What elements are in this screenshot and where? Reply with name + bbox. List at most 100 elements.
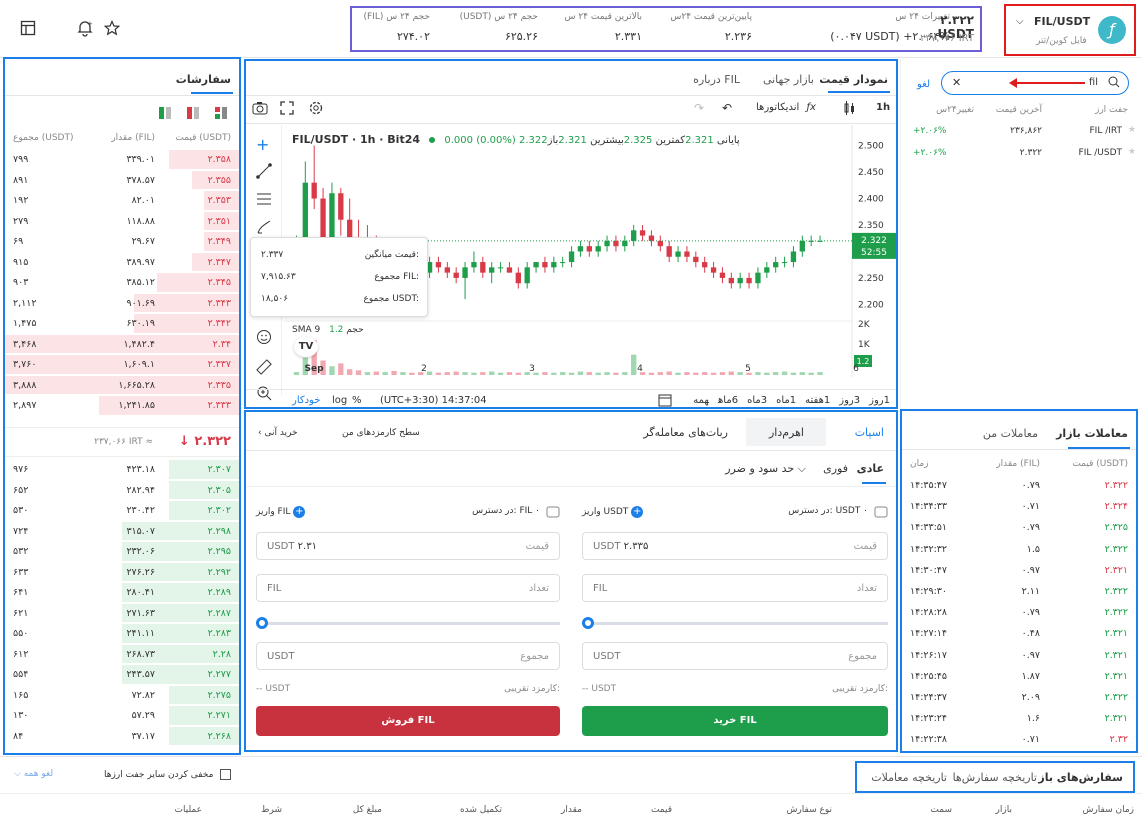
fullscreen-icon[interactable] (280, 101, 294, 118)
tab-spot[interactable]: اسپات (854, 426, 884, 439)
order-type-stop[interactable]: حد سود و ضرر ⌵ (725, 462, 806, 475)
range-button[interactable]: 1ماه (776, 395, 797, 406)
bid-row[interactable]: ۲.۲۹۲ ۲۷۶.۲۶ ۶۳۳ (5, 562, 239, 583)
order-type-instant[interactable]: فوری (823, 462, 848, 475)
indicators-button[interactable]: اندیکاتورها ƒx (756, 102, 816, 113)
bid-row[interactable]: ۲.۲۸۳ ۲۴۱.۱۱ ۵۵۰ (5, 623, 239, 644)
sell-slider-knob[interactable] (256, 617, 268, 629)
search-input[interactable]: fil (1088, 77, 1098, 88)
date-range-icon[interactable] (658, 393, 672, 410)
ask-row[interactable]: ۲.۳۳۷ ۱,۶۰۹.۱ ۳,۷۶۰ (5, 354, 239, 375)
trend-line-icon[interactable] (256, 163, 272, 182)
bid-row[interactable]: ۲.۲۷۱ ۵۷.۲۹ ۱۳۰ (5, 705, 239, 726)
tab-market-trades[interactable]: معاملات بازار (1056, 427, 1128, 440)
sell-price-input[interactable]: قیمت USDT ۲.۳۱ (256, 532, 560, 560)
tab-margin[interactable]: اهرم‌دار (768, 426, 804, 439)
ask-row[interactable]: ۲.۳۴۷ ۳۸۹.۹۷ ۹۱۵ (5, 252, 239, 273)
range-button[interactable]: 3روز (839, 395, 861, 406)
undo-icon[interactable]: ↶ (722, 101, 733, 115)
ask-row[interactable]: ۲.۳۵۱ ۱۱۸.۸۸ ۲۷۹ (5, 211, 239, 232)
buy-button[interactable]: خرید FIL (582, 706, 888, 736)
view-asks-icon[interactable] (187, 107, 199, 119)
scale-auto[interactable]: خودکار (292, 395, 321, 406)
tab-open-orders[interactable]: سفارش‌های باز (1038, 771, 1123, 784)
redo-icon[interactable]: ↷ (694, 101, 705, 115)
buy-percent-slider[interactable] (582, 617, 888, 629)
range-button[interactable]: همه (693, 395, 710, 406)
sell-total-input[interactable]: مجموع USDT (256, 642, 560, 670)
buy-slider-knob[interactable] (582, 617, 594, 629)
ruler-icon[interactable] (256, 359, 272, 378)
bid-row[interactable]: ۲.۲۸ ۲۶۸.۷۳ ۶۱۲ (5, 644, 239, 665)
price-alert-icon[interactable]: + (76, 19, 94, 37)
deposit-usdt-button[interactable]: واریز USDT + (582, 506, 644, 518)
scale-log[interactable]: log (332, 395, 348, 406)
tab-about-fil[interactable]: درباره FIL (693, 73, 740, 86)
ask-row[interactable]: ۲.۳۴۲ ۶۳۰.۱۹ ۱,۴۷۵ (5, 313, 239, 334)
ask-row[interactable]: ۲.۳۳۳ ۱,۲۴۱.۸۵ ۲,۸۹۷ (5, 395, 239, 416)
fib-icon[interactable] (256, 191, 272, 210)
sell-button[interactable]: فروش FIL (256, 706, 560, 736)
ask-row[interactable]: ۲.۳۵۳ ۸۲.۰۱ ۱۹۲ (5, 190, 239, 211)
checkbox[interactable] (220, 769, 232, 780)
favorite-star-icon[interactable] (103, 20, 121, 36)
instant-buy-link[interactable]: ‹ خرید آنی (258, 428, 298, 438)
price-chart[interactable]: 2.5002.4502.4002.3502.3002.2502.2002.322… (284, 125, 896, 377)
timezone-clock[interactable]: (UTC+3:30) 14:37:04 (380, 395, 487, 406)
bid-row[interactable]: ۲.۲۸۹ ۲۸۰.۴۱ ۶۴۱ (5, 582, 239, 603)
ask-row[interactable]: ۲.۳۳۵ ۱,۶۶۵.۲۸ ۳,۸۸۸ (5, 375, 239, 396)
zoom-in-icon[interactable] (256, 385, 272, 404)
bid-row[interactable]: ۲.۲۷۵ ۷۲.۸۲ ۱۶۵ (5, 685, 239, 706)
range-button[interactable]: 3ماه (747, 395, 768, 406)
range-button[interactable]: 1روز (869, 395, 890, 406)
bid-row[interactable]: ۲.۲۹۸ ۳۱۵.۰۷ ۷۲۴ (5, 521, 239, 542)
view-both-icon[interactable] (215, 107, 227, 119)
buy-total-input[interactable]: مجموع USDT (582, 642, 888, 670)
emoji-icon[interactable] (256, 329, 272, 348)
market-filter[interactable]: لغو (917, 79, 931, 90)
order-type-normal[interactable]: عادی (856, 462, 884, 475)
bid-row[interactable]: ۲.۲۷۷ ۲۴۳.۵۷ ۵۵۴ (5, 664, 239, 685)
hide-other-pairs[interactable]: مخفی کردن سایر جفت ارزها (104, 769, 232, 780)
buy-price-input[interactable]: قیمت USDT ۲.۳۳۵ (582, 532, 888, 560)
camera-icon[interactable] (252, 101, 268, 118)
bid-row[interactable]: ۲.۲۹۵ ۲۳۲.۰۶ ۵۳۲ (5, 541, 239, 562)
view-bids-icon[interactable] (159, 107, 171, 119)
star-icon[interactable]: ★ (1127, 147, 1136, 157)
buy-amount-input[interactable]: تعداد FIL (582, 574, 888, 602)
scale-percent[interactable]: % (352, 395, 362, 406)
candle-type-icon[interactable] (844, 101, 856, 118)
layout-icon[interactable] (20, 20, 36, 36)
sell-amount-input[interactable]: تعداد FIL (256, 574, 560, 602)
star-icon[interactable]: ★ (1127, 125, 1136, 135)
ask-row[interactable]: ۲.۳۴۹ ۲۹.۶۷ ۶۹ (5, 231, 239, 252)
market-row[interactable]: ★ FIL /USDT ۲.۳۲۲ +۲.۰۶% (901, 143, 1142, 165)
range-button[interactable]: 1هفته (805, 395, 831, 406)
tab-trading-bots[interactable]: ربات‌های معامله‌گر (643, 426, 728, 439)
clear-search-icon[interactable]: ✕ (952, 76, 962, 89)
tab-trade-history[interactable]: تاریخچه معاملات (871, 771, 947, 784)
bid-row[interactable]: ۲.۳۰۷ ۴۲۳.۱۸ ۹۷۶ (5, 459, 239, 480)
sell-percent-slider[interactable] (256, 617, 560, 629)
bid-row[interactable]: ۲.۲۶۸ ۳۷.۱۷ ۸۴ (5, 726, 239, 747)
settings-gear-icon[interactable] (308, 100, 324, 119)
bid-row[interactable]: ۲.۲۸۷ ۲۷۱.۶۳ ۶۲۱ (5, 603, 239, 624)
tab-price-chart[interactable]: نمودار قیمت (819, 73, 888, 86)
tab-order-history[interactable]: تاریخچه سفارش‌ها (952, 771, 1037, 784)
market-row[interactable]: ★ FIL /IRT ۲۳۶,۸۶۲ +۲.۰۶% (901, 121, 1142, 143)
bid-row[interactable]: ۲.۳۰۲ ۲۳۰.۴۲ ۵۳۰ (5, 500, 239, 521)
ask-row[interactable]: ۲.۳۵۸ ۳۳۹.۰۱ ۷۹۹ (5, 149, 239, 170)
tab-my-trades[interactable]: معاملات من (982, 427, 1038, 440)
brush-icon[interactable] (256, 219, 272, 238)
ask-row[interactable]: ۲.۳۵۵ ۳۷۸.۵۷ ۸۹۱ (5, 170, 239, 191)
crosshair-icon[interactable]: + (256, 135, 270, 154)
range-button[interactable]: 6ماه (718, 395, 739, 406)
deposit-fil-button[interactable]: واریز FIL + (256, 506, 306, 518)
pair-selector[interactable]: ⌵ FIL/USDT فایل کوین/تتر ƒ (1004, 4, 1136, 56)
ask-row[interactable]: ۲.۳۴ ۱,۴۸۲.۴ ۳,۴۶۸ (5, 334, 239, 355)
cancel-all-button[interactable]: ⌵ لغو همه (14, 769, 54, 779)
timeframe-button[interactable]: 1h (876, 102, 891, 113)
ask-row[interactable]: ۲.۳۴۵ ۳۸۵.۱۲ ۹۰۳ (5, 272, 239, 293)
fee-level-link[interactable]: سطح کارمزدهای من (342, 428, 420, 438)
tab-global-market[interactable]: بازار جهانی (762, 73, 814, 86)
